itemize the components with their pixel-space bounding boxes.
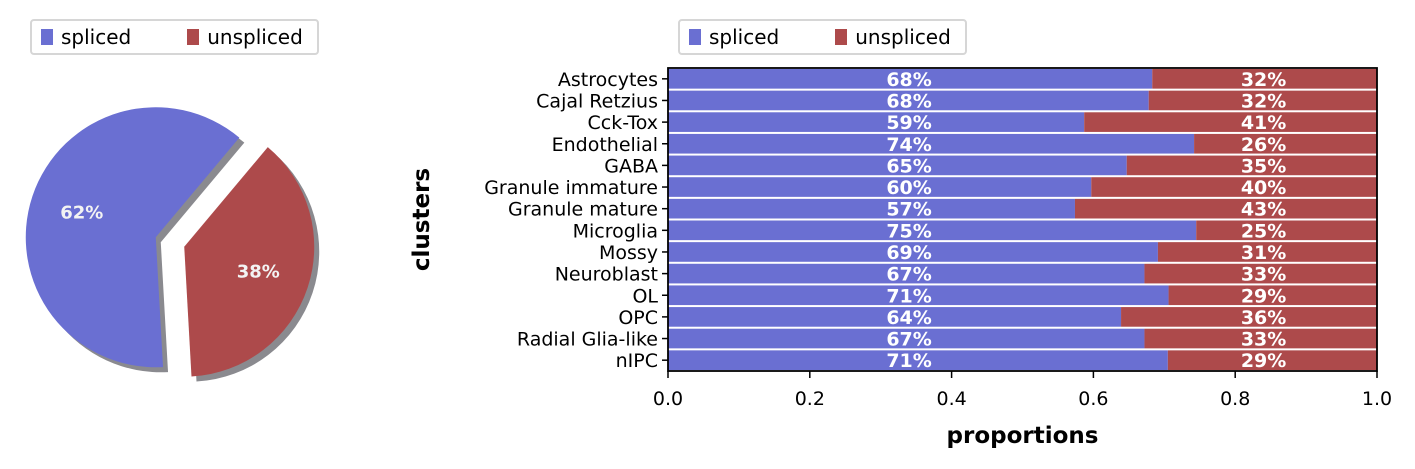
bar-spliced-Astrocytes [668,69,1153,89]
legend-item-unspliced: unspliced [187,25,303,49]
y-axis-label: clusters [409,168,435,271]
bar-label-unspliced-GABA: 35% [1241,155,1286,177]
pie-slice-unspliced [184,147,315,377]
bar-spliced-Mossy [668,242,1158,262]
bar-label-spliced-Microglia: 75% [886,220,931,242]
bar-label-spliced-Cck-Tox: 59% [886,112,931,134]
bar-label-spliced-Astrocytes: 68% [886,69,931,91]
legend-item-unspliced: unspliced [835,25,951,49]
bar-unspliced-Radial Glia-like [1144,328,1377,349]
bar-label-unspliced-Cajal Retzius: 32% [1241,90,1286,112]
bar-label-spliced-Mossy: 69% [886,242,931,264]
x-tick-label: 0.4 [936,388,966,410]
spliced-swatch [689,29,701,45]
bar-label-spliced-Radial Glia-like: 67% [886,329,931,351]
legend-item-spliced: spliced [41,25,131,49]
y-tick-label: Neuroblast [555,264,658,286]
bar-unspliced-OPC [1121,307,1377,327]
bar-label-unspliced-Endothelial: 26% [1241,134,1286,156]
bar-spliced-nIPC [668,350,1168,370]
y-tick-label: Mossy [599,242,658,264]
bar-unspliced-GABA [1126,155,1377,176]
bar-unspliced-OL [1168,285,1377,306]
x-tick-label: 0.8 [1220,388,1250,410]
spliced-swatch [41,29,53,45]
bar-spliced-Radial Glia-like [668,328,1145,349]
pie-slice-spliced [25,107,240,368]
unspliced-swatch [835,29,848,45]
bar-legend: spliced unspliced [678,19,967,55]
bar-label-unspliced-Radial Glia-like: 33% [1241,329,1286,351]
y-tick-label: OPC [618,307,658,329]
bar-spliced-Neuroblast [668,263,1145,284]
x-axis-label: proportions [947,423,1099,449]
y-tick-label: Endothelial [552,134,658,156]
bar-label-spliced-Neuroblast: 67% [886,264,931,286]
bar-label-spliced-OL: 71% [886,285,931,307]
bar-unspliced-Mossy [1157,242,1377,262]
bar-spliced-Cck-Tox [668,112,1085,132]
bar-label-unspliced-Astrocytes: 32% [1241,69,1286,91]
y-tick-label: Granule mature [508,199,658,221]
bar-spliced-OPC [668,307,1122,327]
plot-frame [667,67,1378,372]
pie-chart: 62% 38% [25,107,320,382]
y-tick-label: Granule immature [484,177,658,199]
bar-spliced-GABA [668,155,1127,176]
bar-label-unspliced-Mossy: 31% [1241,242,1286,264]
bar-label-spliced-OPC: 64% [886,307,931,329]
x-tick-label: 0.2 [795,388,825,410]
bar-unspliced-Granule mature [1074,198,1377,219]
bar-unspliced-nIPC [1167,350,1377,370]
pie-legend: spliced unspliced [30,19,319,55]
bar-spliced-OL [668,285,1169,306]
bar-spliced-Microglia [668,220,1197,241]
y-tick-label: Radial Glia-like [517,329,658,351]
x-tick-label: 0.0 [653,388,683,410]
bar-unspliced-Endothelial [1194,133,1377,154]
x-tick-label: 0.6 [1078,388,1108,410]
legend-label-spliced: spliced [61,25,132,49]
y-tick-label: nIPC [616,350,658,372]
legend-item-spliced: spliced [689,25,779,49]
bar-spliced-Granule immature [668,177,1092,197]
y-tick-label: OL [632,285,658,307]
bar-spliced-Endothelial [668,133,1195,154]
bar-label-spliced-Granule immature: 60% [886,177,931,199]
bar-spliced-Granule mature [668,198,1075,219]
bar-label-unspliced-Granule immature: 40% [1241,177,1286,199]
bar-unspliced-Cck-Tox [1084,112,1377,132]
y-tick-label: Astrocytes [558,69,658,91]
bar-label-unspliced-OL: 29% [1241,285,1286,307]
bar-label-unspliced-Cck-Tox: 41% [1241,112,1286,134]
y-tick-label: GABA [604,155,658,177]
bar-label-unspliced-Neuroblast: 33% [1241,264,1286,286]
pie-label-unspliced: 38% [237,261,280,282]
bar-unspliced-Neuroblast [1144,263,1377,284]
bar-unspliced-Granule immature [1091,177,1377,197]
bar-label-spliced-Cajal Retzius: 68% [886,90,931,112]
y-tick-label: Cajal Retzius [536,90,658,112]
bar-label-unspliced-nIPC: 29% [1241,350,1286,372]
bar-label-spliced-GABA: 65% [886,155,931,177]
pie-label-spliced: 62% [60,203,103,224]
bar-label-unspliced-Granule mature: 43% [1241,199,1286,221]
x-tick-label: 1.0 [1362,388,1392,410]
bar-unspliced-Astrocytes [1152,69,1377,89]
bar-label-spliced-Granule mature: 57% [886,199,931,221]
legend-label-spliced: spliced [709,25,780,49]
bar-unspliced-Cajal Retzius [1148,90,1377,111]
y-tick-label: Cck-Tox [588,112,659,134]
legend-label-unspliced: unspliced [855,25,951,49]
unspliced-swatch [187,29,200,45]
bar-label-unspliced-OPC: 36% [1241,307,1286,329]
bar-label-spliced-nIPC: 71% [886,350,931,372]
legend-label-unspliced: unspliced [207,25,303,49]
bar-spliced-Cajal Retzius [668,90,1149,111]
y-tick-label: Microglia [573,220,658,242]
bar-unspliced-Microglia [1196,220,1377,241]
bar-label-spliced-Endothelial: 74% [886,134,931,156]
bar-label-unspliced-Microglia: 25% [1241,220,1286,242]
